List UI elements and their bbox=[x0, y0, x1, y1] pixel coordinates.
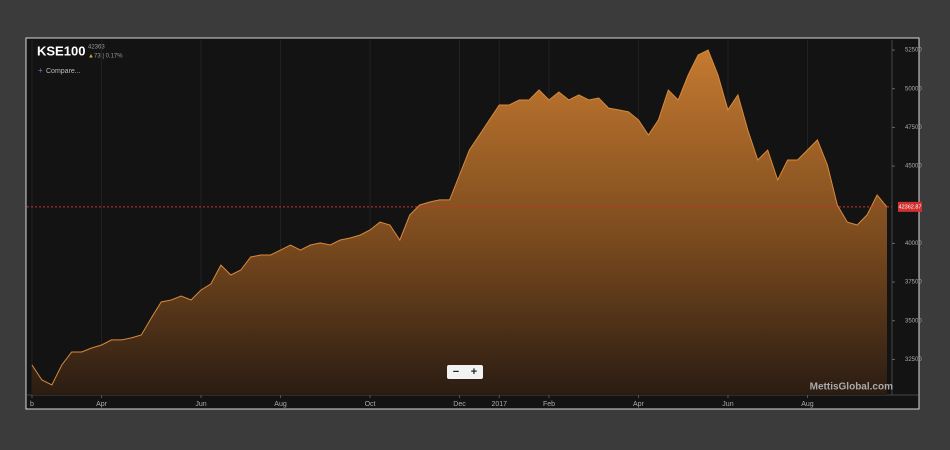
x-tick-label: Apr bbox=[96, 401, 108, 408]
zoom-in[interactable]: + bbox=[471, 366, 477, 378]
last-value: 42363 bbox=[88, 45, 105, 51]
x-tick-label: Aug bbox=[801, 401, 814, 408]
y-tick-label: 32500 bbox=[905, 357, 922, 363]
y-tick-label: 47500 bbox=[905, 125, 922, 131]
x-tick-label: Jun bbox=[195, 401, 206, 408]
change: 73 | 0.17% bbox=[94, 54, 123, 60]
plot-area bbox=[31, 40, 888, 395]
up-arrow: ▲ bbox=[88, 54, 94, 60]
last-price-box bbox=[898, 201, 922, 212]
last-price-label: 42362.87 bbox=[899, 204, 922, 210]
x-tick-label: b bbox=[30, 401, 34, 408]
y-tick-label: 40000 bbox=[905, 241, 922, 247]
zoom-control bbox=[447, 365, 483, 379]
y-tick-label: 52500 bbox=[905, 48, 922, 54]
symbol: KSE100 bbox=[37, 43, 85, 58]
compare-link[interactable]: Compare... bbox=[46, 68, 81, 75]
x-tick-label: Aug bbox=[274, 401, 287, 408]
compare-icon[interactable]: + bbox=[38, 66, 43, 75]
y-tick-label: 35000 bbox=[905, 318, 922, 324]
x-tick-label: Oct bbox=[365, 401, 376, 408]
y-tick-label: 45000 bbox=[905, 164, 922, 170]
zoom-out[interactable]: − bbox=[453, 366, 459, 378]
watermark: MettisGlobal.com bbox=[810, 382, 893, 393]
area-outline bbox=[31, 49, 888, 386]
x-tick-label: Dec bbox=[453, 401, 466, 408]
x-tick-label: Jun bbox=[722, 401, 733, 408]
x-tick-label: Feb bbox=[543, 401, 555, 408]
area bbox=[32, 50, 887, 395]
y-tick-label: 37500 bbox=[905, 280, 922, 286]
y-tick-label: 50000 bbox=[905, 86, 922, 92]
x-tick-label: 2017 bbox=[491, 401, 507, 408]
x-tick-label: Apr bbox=[633, 401, 645, 408]
